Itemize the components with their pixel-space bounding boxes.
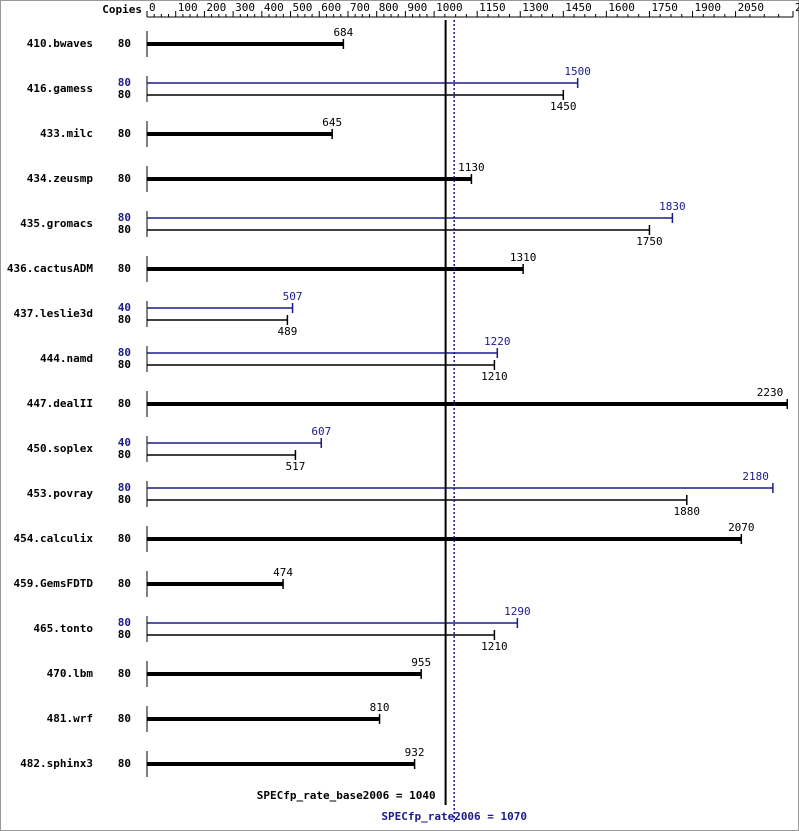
benchmark-label: 481.wrf <box>47 712 93 725</box>
base-value-label: 2070 <box>728 521 755 534</box>
peak-value-label: 1220 <box>484 335 511 348</box>
benchmark-label: 447.dealII <box>27 397 93 410</box>
base-value-label: 1130 <box>458 161 485 174</box>
base-copies: 80 <box>118 37 131 50</box>
base-value-label: 474 <box>273 566 293 579</box>
base-copies: 80 <box>118 172 131 185</box>
x-tick-label: 400 <box>264 1 284 14</box>
x-tick-label: 700 <box>350 1 370 14</box>
copies-header: Copies <box>102 3 142 16</box>
base-copies: 80 <box>118 313 131 326</box>
reference-label: SPECfp_rate_base2006 = 1040 <box>257 789 436 802</box>
base-copies: 80 <box>118 577 131 590</box>
benchmark-label: 437.leslie3d <box>14 307 93 320</box>
base-copies: 80 <box>118 397 131 410</box>
reference-label: SPECfp_rate2006 = 1070 <box>381 810 527 823</box>
base-value-label: 2230 <box>757 386 784 399</box>
peak-copies: 40 <box>118 301 131 314</box>
peak-value-label: 507 <box>283 290 303 303</box>
x-tick-label: 300 <box>235 1 255 14</box>
benchmark-label: 435.gromacs <box>20 217 93 230</box>
base-value-label: 932 <box>405 746 425 759</box>
benchmark-label: 450.soplex <box>27 442 94 455</box>
base-copies: 80 <box>118 88 131 101</box>
base-value-label: 684 <box>333 26 353 39</box>
peak-copies: 80 <box>118 211 131 224</box>
base-value-label: 1450 <box>550 100 577 113</box>
base-value-label: 489 <box>277 325 297 338</box>
benchmark-label: 453.povray <box>27 487 94 500</box>
benchmark-label: 416.gamess <box>27 82 93 95</box>
base-value-label: 810 <box>370 701 390 714</box>
x-tick-label: 1000 <box>436 1 463 14</box>
benchmark-label: 470.lbm <box>47 667 94 680</box>
benchmark-label: 433.milc <box>40 127 93 140</box>
benchmark-label: 410.bwaves <box>27 37 93 50</box>
peak-value-label: 1290 <box>504 605 531 618</box>
x-tick-label: 1150 <box>479 1 506 14</box>
base-value-label: 645 <box>322 116 342 129</box>
base-value-label: 955 <box>411 656 431 669</box>
benchmark-label: 436.cactusADM <box>7 262 93 275</box>
benchmark-label: 459.GemsFDTD <box>14 577 94 590</box>
x-tick-label: 1450 <box>565 1 592 14</box>
base-value-label: 1210 <box>481 370 508 383</box>
base-copies: 80 <box>118 712 131 725</box>
base-value-label: 1880 <box>674 505 701 518</box>
benchmark-label: 434.zeusmp <box>27 172 94 185</box>
benchmark-label: 444.namd <box>40 352 93 365</box>
peak-value-label: 607 <box>311 425 331 438</box>
base-copies: 80 <box>118 223 131 236</box>
benchmark-label: 465.tonto <box>33 622 93 635</box>
x-tick-label: 500 <box>293 1 313 14</box>
x-tick-label: 1750 <box>651 1 678 14</box>
base-value-label: 1310 <box>510 251 537 264</box>
x-tick-label: 600 <box>321 1 341 14</box>
x-tick-label: 1300 <box>522 1 549 14</box>
base-value-label: 517 <box>285 460 305 473</box>
peak-copies: 80 <box>118 481 131 494</box>
base-copies: 80 <box>118 262 131 275</box>
base-copies: 80 <box>118 493 131 506</box>
x-tick-label: 900 <box>407 1 427 14</box>
x-tick-label: 800 <box>379 1 399 14</box>
base-copies: 80 <box>118 667 131 680</box>
base-copies: 80 <box>118 628 131 641</box>
base-value-label: 1210 <box>481 640 508 653</box>
x-tick-label: 1600 <box>608 1 635 14</box>
base-copies: 80 <box>118 127 131 140</box>
peak-value-label: 2180 <box>742 470 769 483</box>
base-copies: 80 <box>118 448 131 461</box>
base-copies: 80 <box>118 532 131 545</box>
peak-value-label: 1500 <box>564 65 591 78</box>
peak-copies: 80 <box>118 616 131 629</box>
x-tick-label: 200 <box>206 1 226 14</box>
peak-copies: 40 <box>118 436 131 449</box>
x-tick-label: 2250 <box>795 1 799 14</box>
peak-copies: 80 <box>118 346 131 359</box>
base-copies: 80 <box>118 358 131 371</box>
x-tick-label: 1900 <box>695 1 722 14</box>
x-tick-label: 0 <box>149 1 156 14</box>
peak-copies: 80 <box>118 76 131 89</box>
base-value-label: 1750 <box>636 235 663 248</box>
x-tick-label: 100 <box>178 1 198 14</box>
base-copies: 80 <box>118 757 131 770</box>
benchmark-label: 482.sphinx3 <box>20 757 93 770</box>
x-tick-label: 2050 <box>738 1 765 14</box>
benchmark-label: 454.calculix <box>14 532 94 545</box>
peak-value-label: 1830 <box>659 200 686 213</box>
